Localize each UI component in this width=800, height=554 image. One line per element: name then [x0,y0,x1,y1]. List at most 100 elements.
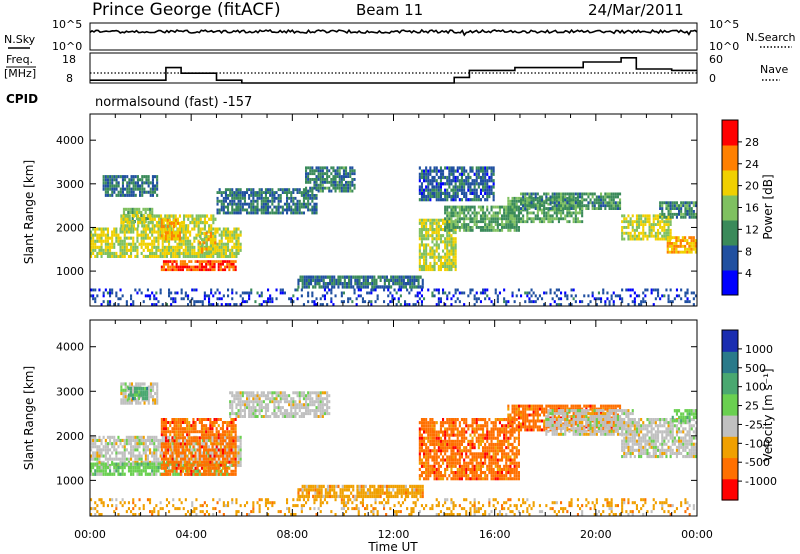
data-cell [145,175,148,179]
data-cell [224,227,227,231]
data-cell [492,214,495,218]
data-cell [214,245,217,249]
data-cell [136,462,139,466]
data-cell [663,223,666,226]
data-cell [319,297,322,301]
nsky-tick-bottom: 10^0 [52,40,82,53]
data-cell [536,297,539,301]
data-cell [203,260,206,263]
data-cell [151,438,154,442]
data-cell [448,228,451,232]
data-cell [446,226,449,229]
data-cell [216,303,219,306]
data-cell [151,254,154,258]
data-cell [235,227,238,231]
data-cell [109,193,112,197]
data-cell [411,282,414,286]
data-cell [175,448,178,452]
data-cell [366,278,369,282]
data-cell [469,185,472,189]
data-cell [570,294,573,298]
data-cell [638,226,641,229]
data-cell [165,262,168,266]
data-cell [128,193,131,197]
data-cell [169,268,172,272]
data-cell [147,184,150,188]
data-cell [444,166,447,170]
data-cell [534,207,537,210]
data-cell [169,433,172,437]
data-cell [400,282,403,286]
data-cell [473,220,476,224]
data-cell [165,421,168,424]
data-cell [194,260,197,263]
data-cell [385,275,388,279]
data-cell [149,242,152,246]
data-cell [92,236,95,240]
data-cell [159,472,162,476]
data-cell [119,193,122,197]
data-cell [117,181,120,185]
data-cell [246,291,249,295]
data-cell [439,258,442,262]
data-cell [115,239,118,243]
data-cell [477,211,480,215]
data-cell [193,442,196,446]
data-cell [627,234,630,238]
data-cell [339,282,342,286]
data-cell [161,248,164,252]
data-cell [439,179,442,183]
data-cell [320,275,323,279]
data-cell [482,166,485,170]
data-cell [260,194,263,197]
data-cell [143,224,146,228]
data-cell [167,469,170,473]
data-cell [353,169,356,173]
data-cell [160,472,163,476]
data-cell [111,472,114,476]
data-cell [109,291,112,295]
data-cell [549,303,552,306]
data-cell [134,435,137,439]
data-cell [345,180,348,184]
data-cell [117,435,120,439]
data-cell [125,442,128,446]
data-cell [102,251,105,255]
data-cell [621,297,624,301]
data-cell [203,251,206,255]
data-cell [545,211,548,215]
data-cell [616,207,619,210]
data-cell [673,242,676,245]
data-cell [589,192,592,196]
data-cell [205,260,208,263]
data-cell [128,224,131,228]
data-cell [467,198,470,202]
data-cell [187,435,190,439]
data-cell [343,275,346,279]
data-cell [187,239,190,243]
data-cell [165,463,168,467]
data-cell [178,239,181,243]
data-cell [252,202,255,206]
data-cell [600,192,603,196]
data-cell [448,243,451,247]
data-cell [172,251,175,255]
data-cell [151,193,154,197]
data-cell [330,288,333,292]
data-cell [494,223,497,226]
data-cell [360,275,363,279]
data-cell [572,217,575,221]
data-cell [178,242,181,246]
data-cell [614,192,617,196]
data-cell [650,231,653,235]
data-cell [98,236,101,240]
data-cell [420,237,423,241]
data-cell [538,195,541,199]
data-cell [224,254,227,258]
data-cell [452,175,455,180]
data-cell [140,390,143,394]
data-cell [342,169,345,173]
data-cell [475,220,478,224]
data-cell [239,194,242,197]
